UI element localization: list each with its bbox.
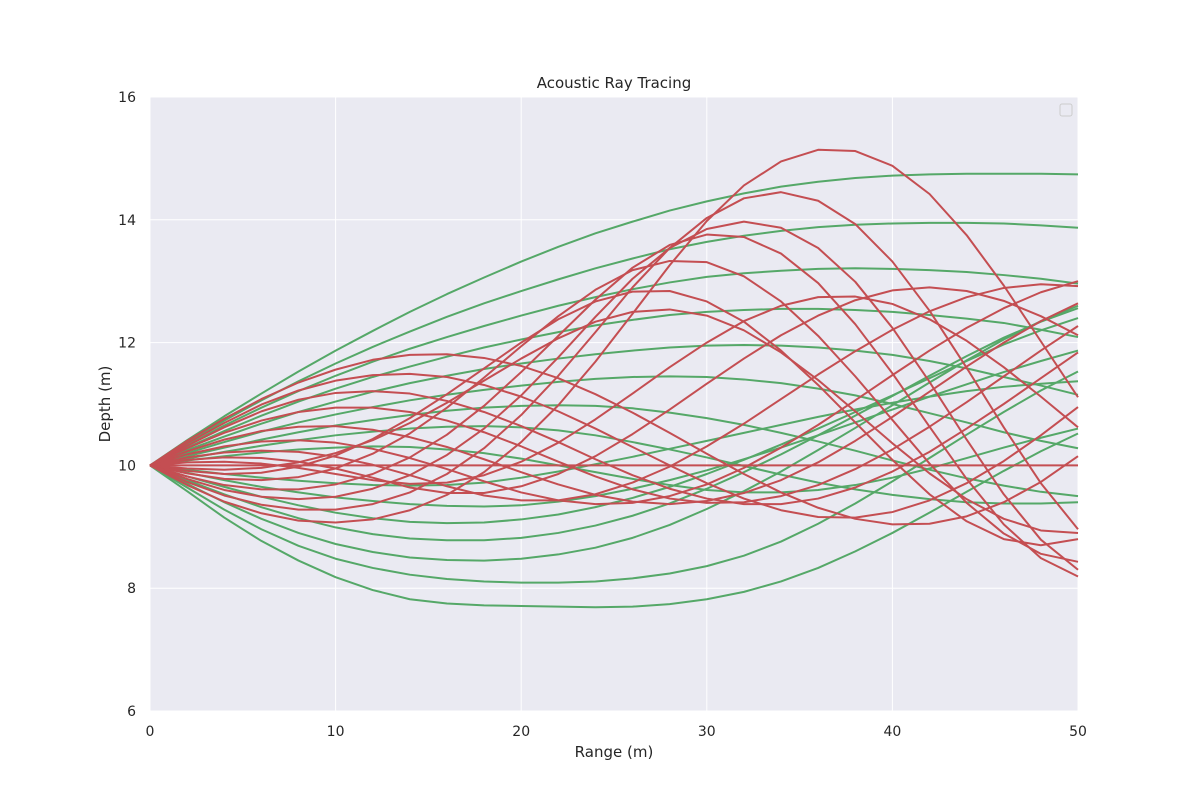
y-tick-label: 10: [118, 458, 136, 474]
ray-line-green-1: [149, 221, 1079, 467]
ray-line-green-4: [149, 344, 1079, 467]
ray-line-green-10: [149, 349, 1079, 508]
x-tick-label: 30: [698, 724, 716, 740]
x-tick-label: 20: [512, 724, 530, 740]
legend-box: [1059, 103, 1073, 117]
x-tick-label: 0: [146, 724, 155, 740]
x-tick-labels: 0 10 20 30 40 50: [146, 724, 1087, 740]
ray-line-green-15: [149, 432, 1079, 609]
ray-line-red-24: [149, 295, 1079, 485]
x-axis-label: Range (m): [575, 743, 654, 761]
y-axis-label: Depth (m): [96, 366, 114, 443]
ray-line-green-12: [149, 307, 1079, 542]
ray-line-red-22: [149, 283, 1079, 502]
grid-lines: [149, 96, 1079, 712]
ray-line-green-9: [149, 380, 1079, 487]
y-tick-label: 16: [118, 90, 136, 106]
ray-line-red-20: [149, 302, 1079, 506]
ray-line-red-16: [149, 353, 1079, 526]
ray-line-red-32: [149, 148, 1079, 524]
ray-line-red-26: [149, 308, 1079, 534]
ray-line-red-31: [149, 191, 1079, 530]
y-tick-label: 6: [127, 704, 136, 720]
ray-line-red-21: [149, 280, 1079, 506]
ray-line-green-5: [149, 375, 1079, 467]
ray-line-red-19: [149, 325, 1079, 504]
x-tick-label: 40: [883, 724, 901, 740]
ray-line-red-30: [149, 220, 1079, 571]
ray-line-green-13: [149, 304, 1079, 562]
ray-line-red-23: [149, 286, 1079, 495]
ray-line-red-29: [149, 233, 1079, 578]
x-tick-label: 10: [327, 724, 345, 740]
x-tick-label: 50: [1069, 724, 1087, 740]
y-tick-label: 14: [118, 213, 136, 229]
ray-line-red-28: [149, 259, 1079, 563]
ray-line-green-14: [149, 370, 1079, 584]
y-tick-label: 8: [127, 581, 136, 597]
chart-title: Acoustic Ray Tracing: [537, 74, 692, 92]
y-tick-labels: 6 8 10 12 14 16: [118, 90, 136, 720]
ray-line-green-0: [149, 172, 1079, 467]
ray-line-red-17: [149, 372, 1079, 519]
y-tick-label: 12: [118, 336, 136, 352]
ray-series: [149, 148, 1079, 609]
ray-line-green-8: [149, 427, 1079, 494]
